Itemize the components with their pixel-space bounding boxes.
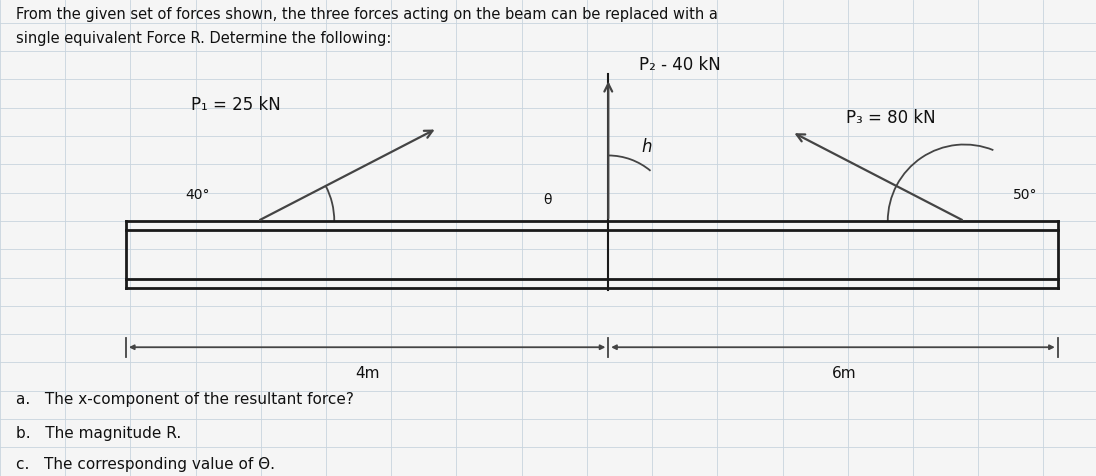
Text: h: h [641, 138, 652, 156]
Text: P₁ = 25 kN: P₁ = 25 kN [191, 96, 281, 114]
Text: 50°: 50° [1013, 188, 1037, 202]
Text: 40°: 40° [185, 188, 209, 202]
Text: a.   The x-component of the resultant force?: a. The x-component of the resultant forc… [16, 392, 354, 407]
Text: single equivalent Force R. Determine the following:: single equivalent Force R. Determine the… [16, 31, 391, 46]
Text: c.   The corresponding value of Θ.: c. The corresponding value of Θ. [16, 456, 275, 472]
Text: θ: θ [544, 193, 552, 207]
Text: 6m: 6m [832, 366, 856, 381]
Text: P₃ = 80 kN: P₃ = 80 kN [846, 109, 935, 127]
Text: 4m: 4m [355, 366, 379, 381]
Text: b.   The magnitude R.: b. The magnitude R. [16, 426, 182, 441]
Text: From the given set of forces shown, the three forces acting on the beam can be r: From the given set of forces shown, the … [16, 7, 718, 22]
Text: P₂ - 40 kN: P₂ - 40 kN [639, 56, 720, 74]
